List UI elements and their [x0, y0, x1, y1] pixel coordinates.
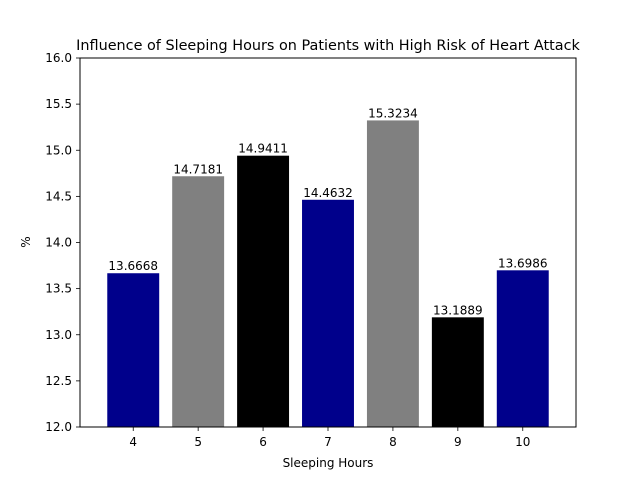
x-tick-label: 9: [454, 435, 462, 449]
y-tick-label: 16.0: [45, 51, 72, 65]
bar-8: [366, 120, 419, 427]
x-tick-label: 7: [324, 435, 332, 449]
data-label-6: 14.9411: [238, 142, 288, 156]
data-label-5: 14.7181: [173, 162, 223, 176]
bar-9: [431, 317, 484, 427]
y-tick-label: 13.5: [45, 282, 72, 296]
bar-10: [496, 270, 549, 427]
data-label-9: 13.1889: [433, 303, 483, 317]
y-tick-label: 15.5: [45, 97, 72, 111]
y-tick-label: 12.0: [45, 420, 72, 434]
x-tick-label: 6: [259, 435, 267, 449]
x-tick-label: 4: [129, 435, 137, 449]
bar-4: [107, 273, 160, 427]
y-tick-label: 15.0: [45, 143, 72, 157]
data-label-10: 13.6986: [498, 256, 548, 270]
x-tick-label: 8: [389, 435, 397, 449]
data-label-8: 15.3234: [368, 106, 418, 120]
y-tick-label: 14.0: [45, 236, 72, 250]
y-tick-label: 14.5: [45, 189, 72, 203]
bar-6: [237, 155, 290, 427]
y-tick-label: 13.0: [45, 328, 72, 342]
data-labels-group: 13.6668 14.7181 14.9411 14.4632 15.3234 13.18…: [108, 106, 547, 317]
plot-frame: [79, 57, 577, 428]
bars-group: [107, 120, 549, 427]
y-axis: 12.0 12.5 13.0 13.5 14.0 14.5 15.0 15.5 16.0: [45, 51, 80, 434]
bar-7: [302, 199, 354, 427]
x-axis-label: Sleeping Hours: [283, 456, 374, 470]
y-tick-label: 12.5: [45, 374, 72, 388]
bar-5: [172, 176, 225, 427]
y-axis-label: %: [19, 236, 33, 247]
x-tick-label: 5: [194, 435, 202, 449]
x-axis: 4 5 6 7 8 9 10: [129, 427, 530, 449]
x-tick-label: 10: [515, 435, 530, 449]
chart-title: Influence of Sleeping Hours on Patients …: [76, 38, 580, 54]
data-label-4: 13.6668: [108, 259, 158, 273]
data-label-7: 14.4632: [303, 186, 353, 200]
